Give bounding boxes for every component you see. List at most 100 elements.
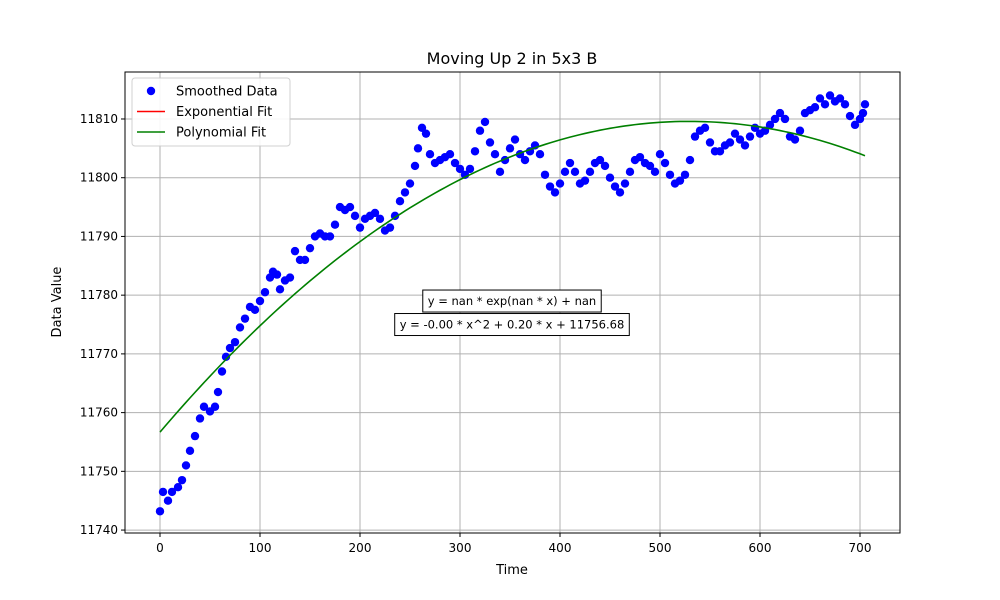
y-axis-label: Data Value <box>50 267 65 338</box>
data-point <box>595 155 605 165</box>
data-point <box>470 147 480 156</box>
data-point <box>305 243 315 253</box>
data-point <box>700 123 710 132</box>
plot-series <box>155 91 870 516</box>
y-tick-label: 11770 <box>80 347 118 361</box>
data-point <box>650 167 660 177</box>
data-point <box>330 220 340 229</box>
x-tick-label: 700 <box>849 541 872 555</box>
data-point <box>345 202 355 212</box>
grid <box>125 72 900 533</box>
data-point <box>217 367 227 376</box>
data-point <box>725 138 735 147</box>
data-point <box>158 487 168 497</box>
data-point <box>585 167 595 177</box>
data-point <box>740 141 750 150</box>
x-tick-label: 600 <box>749 541 772 555</box>
data-point <box>413 144 423 153</box>
data-point <box>480 117 490 127</box>
data-point <box>705 138 715 147</box>
data-point <box>475 126 485 135</box>
data-point <box>680 170 690 179</box>
data-point <box>560 167 570 177</box>
data-point <box>675 176 685 185</box>
data-point <box>230 337 240 347</box>
data-point <box>580 176 590 185</box>
data-point <box>290 246 300 256</box>
data-point <box>235 323 245 332</box>
data-point <box>167 487 177 497</box>
chart-title: Moving Up 2 in 5x3 B <box>427 49 598 68</box>
data-point <box>240 314 250 323</box>
data-point <box>455 164 465 174</box>
data-point <box>173 482 183 492</box>
data-point <box>625 167 635 177</box>
legend-label: Smoothed Data <box>176 85 278 100</box>
data-point <box>690 132 700 141</box>
data-point <box>275 285 285 294</box>
data-point <box>400 188 410 197</box>
data-point <box>485 138 495 147</box>
data-point <box>815 94 825 103</box>
y-tick-label: 11740 <box>80 523 118 537</box>
data-point <box>505 144 515 153</box>
data-point <box>795 126 805 135</box>
x-tick-label: 500 <box>649 541 672 555</box>
data-point <box>840 100 850 109</box>
data-point <box>445 150 455 159</box>
data-point <box>635 152 645 162</box>
data-point <box>605 173 615 182</box>
data-point <box>421 129 431 138</box>
data-point <box>660 158 670 168</box>
x-tick-label: 300 <box>449 541 472 555</box>
data-point <box>225 343 235 353</box>
y-tick-label: 11790 <box>80 229 118 243</box>
fit-line-2 <box>159 120 866 433</box>
data-point <box>355 223 365 232</box>
data-point <box>417 123 427 132</box>
data-point <box>199 402 209 411</box>
data-point <box>272 270 282 279</box>
data-point <box>835 94 845 103</box>
legend-label: Exponential Fit <box>176 105 272 120</box>
data-point <box>655 150 665 159</box>
data-point <box>620 179 630 188</box>
data-point <box>195 414 205 423</box>
data-point <box>615 188 625 197</box>
data-point <box>163 496 173 505</box>
y-tick-label: 11810 <box>80 112 118 126</box>
data-point <box>545 182 555 191</box>
data-point <box>600 161 610 171</box>
data-point <box>385 223 395 232</box>
data-point <box>780 114 790 124</box>
data-point <box>540 170 550 179</box>
x-tick-label: 0 <box>156 541 164 555</box>
data-point <box>850 120 860 130</box>
data-point <box>860 100 870 109</box>
equation-box-border <box>394 313 630 337</box>
data-point <box>735 135 745 144</box>
data-point <box>375 214 385 224</box>
x-tick-label: 400 <box>549 541 572 555</box>
data-point <box>715 147 725 156</box>
data-point <box>745 132 755 141</box>
data-point <box>425 150 435 159</box>
legend-label: Polynomial Fit <box>176 126 266 141</box>
legend-marker <box>146 86 156 96</box>
data-point <box>790 135 800 144</box>
legend-box <box>131 77 291 147</box>
data-point <box>550 188 560 197</box>
data-point <box>858 108 868 118</box>
data-point <box>645 161 655 171</box>
data-point <box>820 100 830 109</box>
data-point <box>770 114 780 124</box>
data-point <box>775 108 785 118</box>
data-point <box>535 150 545 159</box>
equation-box-border <box>422 289 602 313</box>
equation-text: y = -0.00 * x^2 + 0.20 * x + 11756.68 <box>400 318 625 332</box>
legend: Smoothed Data Exponential Fit Polynomial F… <box>131 77 291 147</box>
data-point <box>465 164 475 174</box>
annotations: y = nan * exp(nan * x) + nan y = -0.00 * … <box>394 289 630 337</box>
data-point <box>221 352 231 362</box>
plot-frame <box>124 71 901 534</box>
